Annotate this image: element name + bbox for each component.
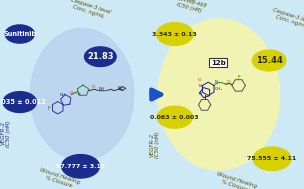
Text: 57.777 ± 3.15: 57.777 ± 3.15 (56, 164, 105, 169)
Text: Caspase-3 level
Conc. ng/mL: Caspase-3 level Conc. ng/mL (270, 7, 304, 30)
Text: N: N (198, 84, 201, 88)
Text: 15.44: 15.44 (256, 56, 282, 65)
Text: NH: NH (60, 93, 66, 98)
Text: VEGFR-2
IC50 (nM): VEGFR-2 IC50 (nM) (0, 120, 11, 147)
Circle shape (3, 92, 36, 112)
Text: NH: NH (98, 87, 105, 91)
Circle shape (5, 25, 34, 43)
Text: Wound Healing
% Closure: Wound Healing % Closure (38, 167, 81, 189)
Text: F: F (47, 106, 50, 111)
Ellipse shape (30, 28, 134, 161)
Text: Sunitinib: Sunitinib (3, 31, 36, 37)
Circle shape (252, 50, 286, 71)
Text: VEGFR-2
IC50 (nM): VEGFR-2 IC50 (nM) (150, 131, 161, 158)
Text: O: O (197, 78, 201, 82)
Circle shape (62, 155, 99, 178)
Text: 3.343 ± 0.13: 3.343 ± 0.13 (152, 32, 197, 36)
Text: N: N (198, 91, 201, 96)
Text: MDA-MB-468
IC50 (nM): MDA-MB-468 IC50 (nM) (172, 0, 208, 14)
Text: =: = (76, 92, 80, 97)
Circle shape (85, 47, 116, 67)
Circle shape (157, 23, 193, 45)
Ellipse shape (158, 19, 280, 170)
Text: 75.555 ± 4.11: 75.555 ± 4.11 (247, 156, 297, 161)
Circle shape (157, 106, 192, 128)
Text: O: O (70, 91, 73, 95)
Text: O: O (92, 84, 95, 89)
Text: Wound Healing
% Closure: Wound Healing % Closure (214, 172, 257, 189)
Text: N: N (118, 86, 121, 91)
Text: Caspase-3 level
Conc. ng/mL: Caspase-3 level Conc. ng/mL (68, 0, 111, 20)
Text: 12b: 12b (211, 60, 226, 66)
Text: 21.83: 21.83 (87, 52, 114, 61)
Text: N: N (214, 80, 217, 84)
Text: 0.035 ± 0.012: 0.035 ± 0.012 (0, 99, 46, 105)
Circle shape (253, 147, 291, 170)
Text: 0.063 ± 0.003: 0.063 ± 0.003 (150, 115, 199, 120)
Text: F: F (238, 75, 241, 80)
Text: O: O (227, 80, 231, 84)
Text: CH₃: CH₃ (215, 87, 223, 91)
